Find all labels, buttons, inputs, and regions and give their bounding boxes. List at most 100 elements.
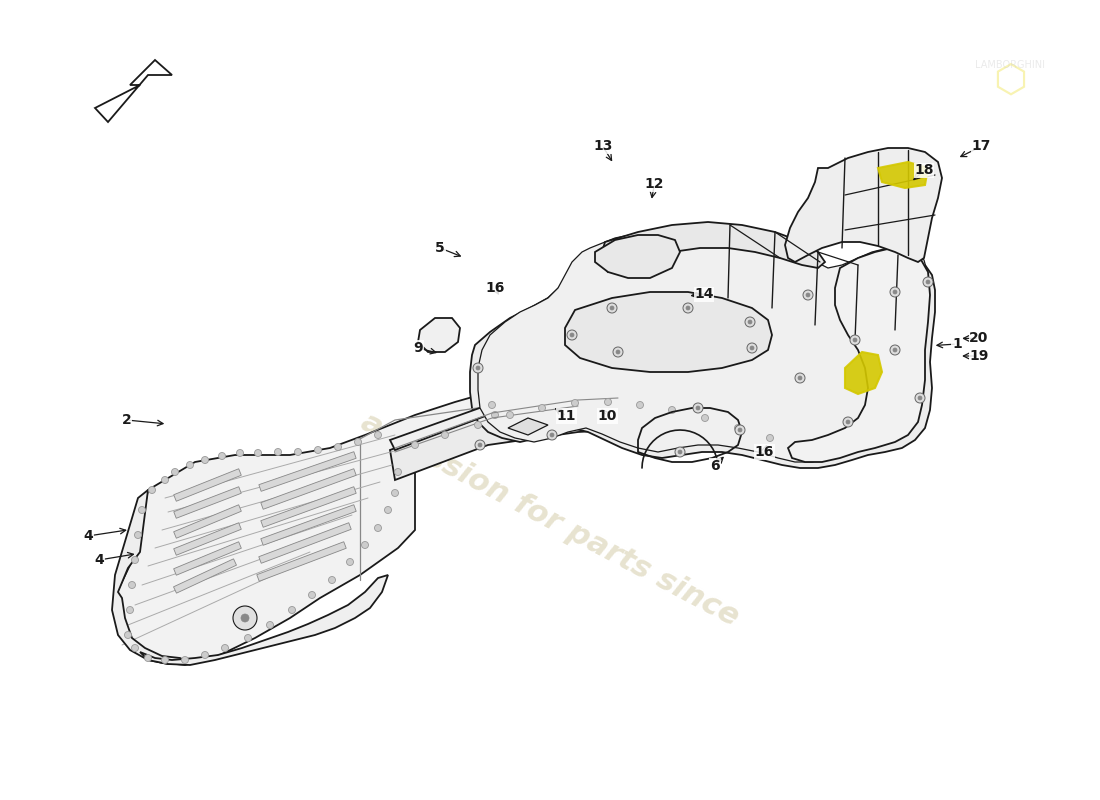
Circle shape — [441, 431, 449, 438]
Circle shape — [362, 542, 369, 549]
Polygon shape — [418, 318, 460, 352]
Circle shape — [233, 606, 257, 630]
Circle shape — [172, 469, 178, 475]
Text: a passion for parts since: a passion for parts since — [356, 408, 744, 632]
Text: LAMBORGHINI: LAMBORGHINI — [975, 60, 1045, 70]
Circle shape — [346, 558, 353, 566]
Circle shape — [374, 431, 382, 438]
Circle shape — [374, 525, 382, 531]
Circle shape — [572, 399, 579, 406]
Circle shape — [747, 343, 757, 353]
Polygon shape — [174, 559, 236, 593]
Circle shape — [566, 330, 578, 340]
Circle shape — [395, 469, 402, 475]
Circle shape — [539, 405, 546, 411]
Circle shape — [275, 449, 282, 455]
Text: 4: 4 — [95, 553, 103, 567]
Circle shape — [890, 345, 900, 355]
Polygon shape — [258, 452, 356, 491]
Circle shape — [696, 406, 700, 410]
Circle shape — [547, 430, 557, 440]
Circle shape — [890, 287, 900, 297]
Circle shape — [738, 428, 742, 432]
Polygon shape — [261, 505, 356, 546]
Polygon shape — [390, 390, 790, 450]
Polygon shape — [174, 522, 241, 555]
Circle shape — [492, 411, 498, 418]
Circle shape — [488, 402, 495, 409]
Circle shape — [893, 290, 896, 294]
Polygon shape — [258, 522, 351, 563]
Circle shape — [803, 290, 813, 300]
Text: 16: 16 — [485, 281, 505, 295]
Polygon shape — [261, 469, 356, 510]
Circle shape — [795, 373, 805, 383]
Polygon shape — [595, 235, 680, 278]
Circle shape — [244, 634, 252, 642]
Circle shape — [693, 403, 703, 413]
Polygon shape — [261, 486, 356, 527]
Circle shape — [201, 457, 209, 463]
Polygon shape — [470, 236, 935, 468]
Polygon shape — [508, 418, 548, 435]
Circle shape — [254, 450, 262, 457]
Circle shape — [570, 333, 574, 337]
Text: 14: 14 — [694, 287, 714, 302]
Circle shape — [637, 402, 644, 409]
Circle shape — [219, 453, 225, 459]
Circle shape — [475, 440, 485, 450]
Circle shape — [354, 438, 362, 446]
Polygon shape — [174, 505, 241, 538]
Circle shape — [236, 450, 243, 457]
Text: 12: 12 — [645, 177, 664, 191]
Polygon shape — [140, 575, 388, 665]
Circle shape — [669, 406, 675, 414]
Circle shape — [915, 393, 925, 403]
Circle shape — [126, 606, 133, 614]
Circle shape — [926, 280, 929, 284]
Circle shape — [607, 303, 617, 313]
Text: 20: 20 — [969, 331, 989, 346]
Circle shape — [295, 449, 301, 455]
Circle shape — [162, 477, 168, 483]
Circle shape — [392, 490, 398, 497]
Circle shape — [308, 591, 316, 598]
Text: 2: 2 — [122, 413, 131, 427]
Circle shape — [132, 557, 139, 563]
Circle shape — [411, 442, 418, 449]
Circle shape — [266, 622, 274, 629]
Text: 9: 9 — [414, 341, 422, 355]
Circle shape — [616, 350, 620, 354]
Text: 16: 16 — [755, 445, 774, 459]
Circle shape — [129, 582, 135, 589]
Polygon shape — [116, 392, 498, 665]
Circle shape — [850, 335, 860, 345]
Polygon shape — [878, 162, 928, 188]
Circle shape — [385, 506, 392, 514]
Circle shape — [750, 346, 754, 350]
Circle shape — [613, 347, 623, 357]
Circle shape — [506, 411, 514, 418]
Circle shape — [201, 651, 209, 658]
Circle shape — [683, 303, 693, 313]
Polygon shape — [602, 222, 825, 272]
Circle shape — [478, 443, 482, 447]
Circle shape — [806, 293, 810, 297]
Circle shape — [550, 433, 554, 437]
Text: 1: 1 — [953, 337, 961, 351]
Circle shape — [686, 306, 690, 310]
Circle shape — [148, 486, 155, 494]
Text: 11: 11 — [557, 409, 576, 423]
Polygon shape — [565, 292, 772, 372]
Circle shape — [893, 348, 896, 352]
Circle shape — [334, 443, 341, 450]
Polygon shape — [390, 400, 792, 480]
Polygon shape — [845, 352, 882, 394]
Polygon shape — [95, 60, 172, 122]
Circle shape — [134, 531, 142, 538]
Circle shape — [678, 450, 682, 454]
Circle shape — [474, 422, 482, 429]
Polygon shape — [174, 486, 241, 518]
Polygon shape — [256, 542, 346, 582]
Text: 13: 13 — [593, 139, 613, 154]
